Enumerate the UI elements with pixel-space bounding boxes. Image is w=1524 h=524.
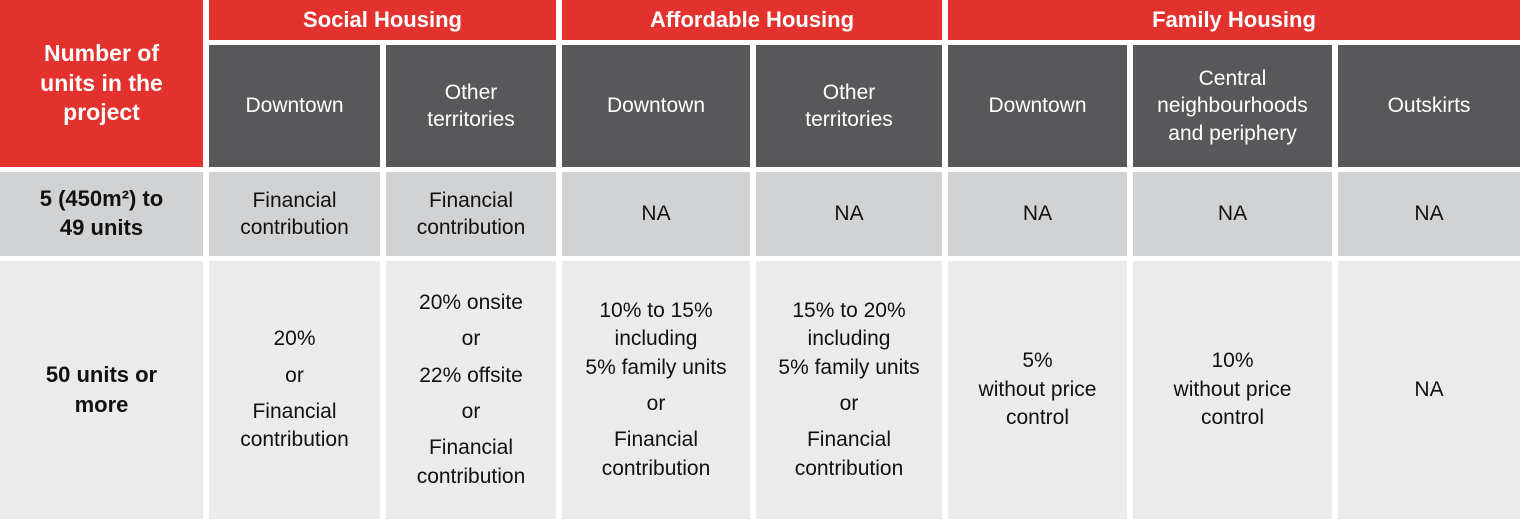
cell-line: Other: [444, 80, 498, 104]
table-cell: Financial contribution: [386, 172, 556, 256]
table-cell: NA: [756, 172, 942, 256]
cell-line: or: [285, 363, 304, 387]
cell-line: 50 units or: [45, 362, 158, 388]
cell-line: Financial: [252, 400, 337, 423]
corner-line: project: [63, 99, 140, 126]
cell-line: including: [614, 327, 698, 351]
subheader-5: Central neighbourhoods and periphery: [1133, 45, 1332, 167]
cell-line: without price: [978, 377, 1097, 401]
cell-line: 20%: [273, 327, 316, 351]
cell-line: control: [1200, 406, 1265, 430]
corner-line: Number of: [44, 39, 159, 66]
group-social-housing: Social Housing: [209, 0, 556, 40]
subheader-2: Downtown: [562, 45, 750, 167]
cell-line: contribution: [240, 216, 349, 239]
cell-line: Central: [1198, 67, 1267, 91]
table-cell: 15% to 20% including 5% family units or Fina…: [756, 261, 942, 519]
table-cell: NA: [1133, 172, 1332, 256]
subheader-0: Downtown: [209, 45, 380, 167]
cell-line: Financial: [252, 188, 337, 212]
cell-line: 10%: [1211, 349, 1254, 373]
subheader-4: Downtown: [948, 45, 1127, 167]
cell-line: NA: [1414, 202, 1444, 226]
cell-line: contribution: [794, 456, 904, 480]
cell-line: Downtown: [245, 94, 344, 118]
cell-line: including: [807, 327, 891, 351]
cell-line: Financial: [428, 188, 514, 212]
cell-line: 22% offsite: [419, 363, 523, 387]
cell-line: more: [74, 392, 129, 417]
cell-line: 20% onsite: [419, 290, 523, 314]
cell-line: NA: [1022, 202, 1053, 226]
cell-line: 49 units: [59, 215, 144, 240]
table-cell: Financial contribution: [209, 172, 380, 256]
cell-line: 5% family units: [778, 355, 920, 379]
cell-line: Downtown: [988, 94, 1087, 118]
cell-line: NA: [1217, 202, 1248, 226]
cell-line: contribution: [601, 456, 711, 480]
cell-line: Financial: [428, 436, 514, 460]
cell-line: or: [461, 400, 481, 423]
table-cell: NA: [1338, 172, 1520, 256]
cell-line: 5% family units: [585, 355, 727, 379]
cell-line: without price: [1173, 377, 1292, 401]
cell-line: 10% to 15%: [599, 298, 713, 322]
cell-line: neighbourhoods: [1157, 94, 1308, 118]
cell-line: or: [646, 392, 666, 415]
cell-line: Downtown: [606, 94, 706, 118]
cell-line: Financial: [806, 428, 892, 452]
table-cell: NA: [1338, 261, 1520, 519]
cell-line: NA: [834, 202, 864, 226]
cell-line: contribution: [240, 428, 349, 452]
cell-line: 5 (450m²) to: [39, 186, 164, 212]
cell-line: and periphery: [1168, 121, 1297, 145]
cell-line: 15% to 20%: [792, 298, 906, 322]
row-label: 5 (450m²) to 49 units: [0, 172, 203, 256]
cell-line: Other: [822, 80, 876, 104]
cell-line: contribution: [416, 464, 526, 488]
cell-line: NA: [1414, 377, 1444, 401]
table-cell: 20% or Financial contribution: [209, 261, 380, 519]
subheader-1: Other territories: [386, 45, 556, 167]
subheader-6: Outskirts: [1338, 45, 1520, 167]
cell-line: 5%: [1022, 349, 1053, 373]
row-label: 50 units or more: [0, 261, 203, 519]
table-cell: 10% to 15% including 5% family units or Fina…: [562, 261, 750, 519]
cell-line: contribution: [416, 216, 526, 239]
cell-line: territories: [427, 108, 515, 131]
corner-line: units in the: [40, 69, 163, 96]
cell-line: or: [839, 392, 859, 415]
cell-line: Financial: [613, 428, 699, 452]
table-cell: NA: [562, 172, 750, 256]
subheader-3: Other territories: [756, 45, 942, 167]
table-cell: 20% onsite or 22% offsite or Financial contri…: [386, 261, 556, 519]
table-cell: 5% without price control: [948, 261, 1127, 519]
group-affordable-housing: Affordable Housing: [562, 0, 942, 40]
cell-line: Outskirts: [1387, 94, 1471, 118]
table-cell: 10% without price control: [1133, 261, 1332, 519]
corner-header: Number of units in the project: [0, 0, 203, 167]
cell-line: NA: [641, 202, 671, 226]
cell-line: territories: [805, 108, 893, 131]
cell-line: or: [461, 327, 481, 351]
table-cell: NA: [948, 172, 1127, 256]
cell-line: control: [1005, 406, 1070, 430]
group-family-housing: Family Housing: [948, 0, 1520, 40]
